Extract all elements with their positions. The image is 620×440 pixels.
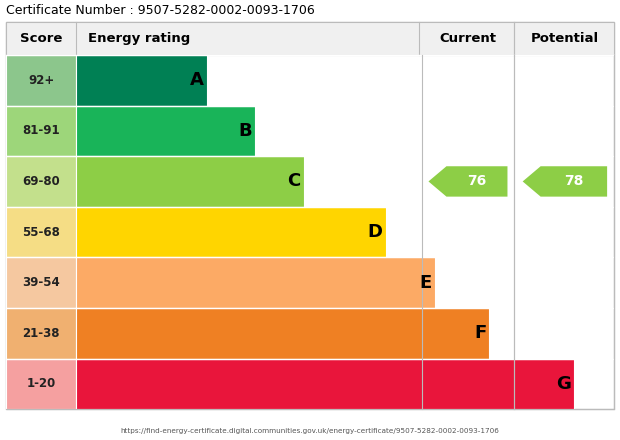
Text: Score: Score (20, 32, 63, 45)
Text: C: C (288, 172, 301, 191)
Bar (76, 207, 386, 257)
Bar (76, 257, 435, 308)
Text: D: D (368, 223, 383, 241)
Text: E: E (419, 274, 432, 292)
Bar (6, 22, 614, 409)
Bar (76, 308, 489, 359)
Text: Certificate Number : 9507-5282-0002-0093-1706: Certificate Number : 9507-5282-0002-0093… (6, 4, 315, 18)
Bar (76, 156, 304, 207)
Text: A: A (190, 71, 203, 89)
Text: 81-91: 81-91 (22, 125, 60, 137)
Text: 21-38: 21-38 (22, 327, 60, 340)
Polygon shape (523, 166, 607, 197)
Bar (6, 22, 614, 55)
Bar (76, 106, 255, 156)
Text: G: G (556, 375, 571, 393)
Text: 78: 78 (564, 174, 583, 188)
Text: 1-20: 1-20 (27, 378, 56, 390)
Bar (76, 55, 206, 106)
Text: 39-54: 39-54 (22, 276, 60, 289)
Bar (6, 257, 76, 308)
Bar (6, 156, 76, 207)
Text: F: F (474, 324, 486, 342)
Text: Current: Current (440, 32, 497, 45)
Text: 92+: 92+ (28, 74, 55, 87)
Polygon shape (428, 166, 507, 197)
Bar (6, 55, 76, 106)
Text: Energy rating: Energy rating (88, 32, 190, 45)
Bar (6, 106, 76, 156)
Text: 69-80: 69-80 (22, 175, 60, 188)
Text: 55-68: 55-68 (22, 226, 60, 238)
Bar (6, 359, 76, 409)
Bar (6, 308, 76, 359)
Text: B: B (239, 122, 252, 140)
Text: https://find-energy-certificate.digital.communities.gov.uk/energy-certificate/95: https://find-energy-certificate.digital.… (120, 428, 500, 434)
Bar (76, 359, 574, 409)
Bar (6, 207, 76, 257)
Text: Potential: Potential (531, 32, 599, 45)
Text: 76: 76 (467, 174, 487, 188)
